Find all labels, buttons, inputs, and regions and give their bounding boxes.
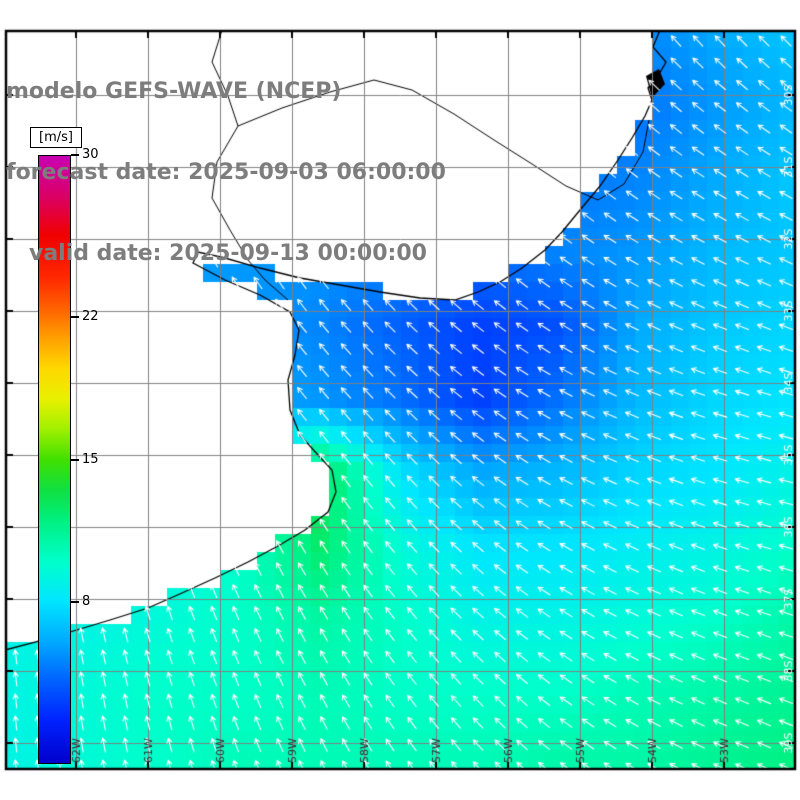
chart-header: modelo GEFS-WAVE (NCEP) forecast date: 2…: [6, 24, 446, 321]
colorbar-tickmark: [71, 316, 79, 319]
colorbar-tick-label: 8: [82, 593, 91, 609]
valid-date-line: valid date: 2025-09-13 00:00:00: [6, 241, 427, 266]
colorbar-tickmark: [71, 458, 79, 461]
colorbar-tickmark: [71, 154, 79, 156]
colorbar-unit-label: [m/s]: [30, 127, 82, 148]
colorbar-tick-label: 15: [82, 451, 99, 467]
colorbar-tickmark: [71, 600, 79, 603]
colorbar: [m/s] 30 22 15 8: [26, 126, 136, 771]
colorbar-tick-label: 22: [82, 309, 99, 325]
colorbar-tick-label: 30: [82, 147, 99, 162]
forecast-date-line: forecast date: 2025-09-03 06:00:00: [6, 160, 446, 185]
page-title: modelo GEFS-WAVE (NCEP): [6, 79, 342, 104]
colorbar-gradient: [38, 155, 71, 764]
